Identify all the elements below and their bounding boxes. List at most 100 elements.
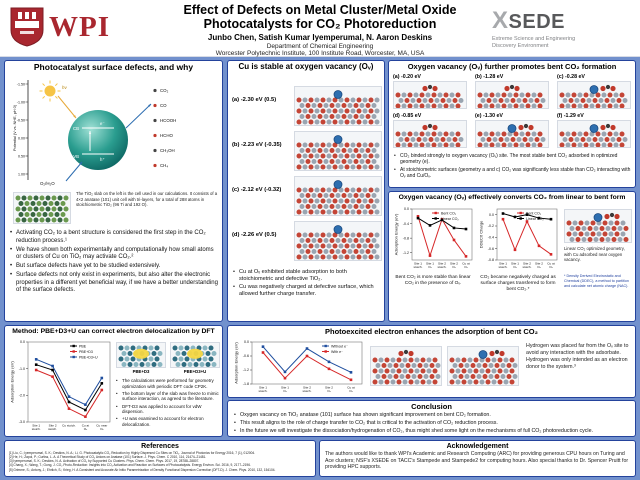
svg-text:VB: VB: [73, 154, 79, 159]
structure-image: [294, 86, 382, 126]
structure-label: (a) -0.20 eV: [393, 74, 421, 80]
structure-cell: (d) -0.85 eV: [393, 113, 471, 148]
svg-text:DDEC6 Charge: DDEC6 Charge: [479, 220, 484, 249]
svg-text:PBE+D3: PBE+D3: [79, 350, 93, 354]
method-bullets: The calculations were performed for geom…: [116, 378, 221, 429]
structure-label: (b) -1.28 eV: [475, 74, 504, 80]
svg-text:stoich.: stoich.: [303, 389, 312, 393]
structure-image: [557, 120, 631, 148]
svg-text:Oᵥ: Oᵥ: [549, 265, 553, 269]
svg-text:O₂/H₂O: O₂/H₂O: [40, 181, 55, 186]
structure-cell: (b) -2.23 eV (-0.35): [232, 130, 382, 174]
structure-image: [557, 81, 631, 109]
svg-text:-1.2: -1.2: [243, 368, 249, 372]
xsede-tagline: Extreme Science and Engineering Discover…: [492, 36, 634, 50]
section-cu-title: Cu is stable at oxygen vacancy (Oᵥ): [238, 62, 374, 71]
svg-text:-0.4: -0.4: [403, 222, 409, 226]
reference-item: [2] He, H.; Zapol, P.; Curtiss, L. A. A …: [9, 455, 207, 460]
intro-bullets: Activating CO₂ to a bent structure is co…: [10, 230, 219, 296]
structure-cell: (b) -1.28 eV: [475, 74, 553, 109]
section-references-title: References: [141, 443, 179, 450]
svg-text:Site 1: Site 1: [499, 262, 507, 266]
structure-cell: (a) -2.30 eV (0.5): [232, 85, 382, 129]
reference-item: [1] Liu, C.; Iyemperumal, S. K.; Deskins…: [9, 451, 256, 455]
svg-text:PBE: PBE: [79, 344, 87, 348]
svg-text:Oᵥ: Oᵥ: [452, 265, 456, 269]
svg-text:stoich.: stoich.: [48, 427, 57, 431]
svg-text:Adsorption Energy (eV): Adsorption Energy (eV): [394, 213, 399, 255]
slab-caption: The TiO₂ slab on the left is the cell us…: [76, 191, 218, 208]
structure-image: [294, 131, 382, 171]
chart-caption: CO₂ became negatively charged as surface…: [480, 275, 556, 292]
svg-text:-0.6: -0.6: [488, 247, 494, 251]
bullet-item: The calculations were performed for geom…: [116, 378, 221, 389]
section-ack-title: Acknowledgement: [446, 443, 509, 450]
references-list: [1] Liu, C.; Iyemperumal, S. K.; Deskins…: [9, 451, 313, 472]
svg-text:Oᵥ: Oᵥ: [349, 389, 353, 393]
svg-text:-1.00: -1.00: [17, 100, 25, 104]
structure-image: [370, 346, 442, 386]
svg-text:HCOOH: HCOOH: [160, 118, 176, 123]
poster-title: Effect of Defects on Metal Cluster/Metal…: [150, 3, 490, 31]
svg-text:0.0: 0.0: [244, 340, 249, 344]
svg-text:0.0: 0.0: [489, 213, 494, 217]
section-photoexcited: Photoexcited electron enhances the adsor…: [227, 325, 636, 398]
bullet-item: Surface defects not only exist in experi…: [10, 272, 219, 295]
svg-text:-0.4: -0.4: [488, 236, 494, 240]
section-method: Method: PBE+D3+U can correct electron de…: [4, 325, 223, 437]
structure-label: (e) -1.30 eV: [475, 113, 503, 119]
bullet-item: Oxygen vacancy on TiO₂ anatase (101) sur…: [234, 412, 632, 419]
svg-text:Site 1: Site 1: [511, 262, 519, 266]
svg-text:Site 1: Site 1: [32, 424, 40, 428]
structure-cell: (a) -0.20 eV: [393, 74, 471, 109]
tio2-slab-image: [13, 192, 71, 224]
svg-text:-3.0: -3.0: [19, 420, 25, 424]
bullet-item: +U was examined to account for electron …: [116, 416, 221, 427]
hydrogen-note: Hydrogen was placed far from the Oᵥ site…: [526, 343, 629, 370]
svg-text:e⁻: e⁻: [100, 121, 105, 126]
svg-text:PBE+D3+U: PBE+D3+U: [79, 355, 98, 359]
department: Department of Chemical Engineering: [266, 43, 374, 50]
svg-text:With e⁻: With e⁻: [331, 350, 343, 354]
svg-text:CB: CB: [73, 126, 79, 131]
structure-label: (c) -0.28 eV: [557, 74, 585, 80]
xsede-logo: XSEDE Extreme Science and Engineering Di…: [492, 9, 634, 50]
institution: Worcester Polytechnic Institute, 100 Ins…: [215, 50, 425, 57]
reference-item: [4] Chang, X.; Wang, T.; Gong, J. CO₂ Ph…: [9, 463, 251, 468]
linear-co2-geometry-image: [564, 209, 632, 243]
svg-text:-1.2: -1.2: [403, 251, 409, 255]
svg-text:Oᵥ: Oᵥ: [513, 265, 517, 269]
reference-item: [5] Grimme, S.; Antony, J.; Ehrlich, S.;…: [9, 467, 276, 472]
bullet-item: The bottom layer of the slab was freeze …: [116, 391, 221, 402]
svg-text:h⁺: h⁺: [100, 157, 105, 162]
chart-caption: Bent CO₂ is more stable than linear CO₂ …: [395, 275, 471, 286]
xsede-x-glyph: X: [492, 7, 509, 34]
structure-image: [294, 221, 382, 261]
svg-text:0.0: 0.0: [404, 207, 409, 211]
poster-authors: Junbo Chen, Satish Kumar Iyemperumal, N.…: [207, 33, 433, 42]
poster-title-line-2: Photocatalysts for CO₂ Photoreduction: [203, 17, 437, 31]
spin-density-image: [116, 342, 166, 368]
structure-label: (d) -0.85 eV: [393, 113, 422, 119]
spin-density-image: [170, 342, 220, 368]
structure-label: (d) -2.26 eV (0.5): [232, 232, 277, 238]
structure-cell: (d) -2.26 eV (0.5): [232, 220, 382, 264]
method-chart: 0.0 -1.0 -2.0 -3.0 Adsorption Energy (eV) Sit…: [8, 339, 112, 434]
structure-image: [475, 81, 549, 109]
svg-text:-1.50: -1.50: [17, 82, 25, 86]
section-photoexcited-title: Photoexcited electron enhances the adsor…: [325, 327, 538, 336]
structure-image: [393, 81, 467, 109]
bullet-item: CO₂ binded strongly to oxygen vacancy (O…: [394, 153, 632, 166]
svg-text:Site 2: Site 2: [450, 262, 458, 266]
svg-text:Site 2: Site 2: [303, 386, 311, 390]
bullet-item: We have shown both experimentally and co…: [10, 247, 219, 262]
svg-text:-2.0: -2.0: [19, 394, 25, 398]
section-method-title: Method: PBE+D3+U can correct electron de…: [12, 328, 215, 335]
svg-text:stoich.: stoich.: [32, 427, 41, 431]
svg-text:Oᵥ: Oᵥ: [464, 265, 468, 269]
svg-text:Linear CO₂: Linear CO₂: [441, 217, 459, 221]
svg-text:0.50: 0.50: [18, 154, 25, 158]
ov-bullets: CO₂ binded strongly to oxygen vacancy (O…: [394, 153, 632, 181]
svg-text:Cu at: Cu at: [547, 262, 555, 266]
